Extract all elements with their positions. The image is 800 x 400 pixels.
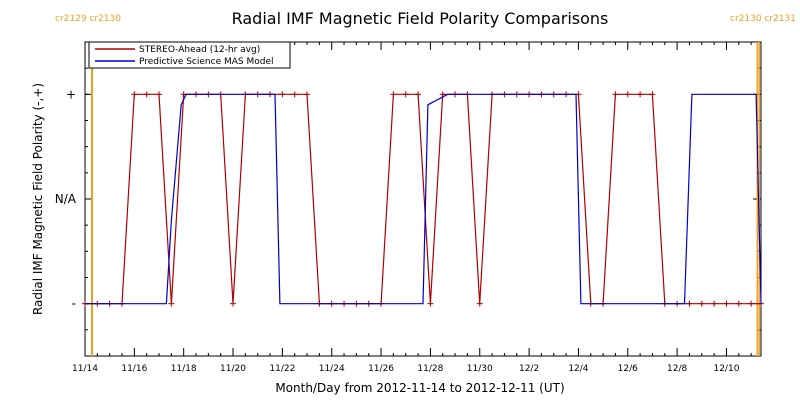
data-point-0-51 [711, 300, 718, 307]
data-point-0-27 [415, 91, 422, 98]
x-axis: 11/14 11/16 11/18 11/20 11/22 11/24 11/26 11/28… [72, 42, 752, 374]
series-line-1 [85, 93, 762, 305]
data-point-0-12 [230, 300, 237, 307]
data-point-0-5 [143, 91, 150, 98]
data-point-0-44 [624, 91, 631, 98]
chart-title: Radial IMF Magnetic Field Polarity Compa… [232, 9, 609, 28]
data-point-0-6 [156, 91, 163, 98]
x-tick-label-9: 12/2 [519, 364, 539, 374]
y-tick-label-0: + [66, 87, 76, 101]
data-point-0-7 [168, 300, 175, 307]
data-point-0-18 [304, 91, 311, 98]
carrington-label-1: cr2130 cr2131 [730, 14, 796, 24]
legend-label-model: Predictive Science MAS Model [139, 57, 274, 67]
data-point-0-50 [698, 300, 705, 307]
data-point-0-28 [427, 300, 434, 307]
y-tick-label-2: - [72, 297, 76, 311]
legend-box [88, 41, 291, 69]
data-point-0-46 [649, 91, 656, 98]
x-tick-label-4: 11/22 [269, 364, 295, 374]
data-point-0-26 [402, 91, 409, 98]
legend-label-stereo: STEREO-Ahead (12-hr avg) [139, 45, 260, 55]
carrington-label-0: cr2129 cr2130 [55, 14, 121, 24]
x-tick-label-8: 11/30 [467, 364, 493, 374]
data-point-0-49 [686, 300, 693, 307]
data-point-0-43 [612, 91, 619, 98]
data-point-0-17 [291, 91, 298, 98]
data-point-0-4 [131, 91, 138, 98]
x-tick-label-13: 12/10 [713, 364, 739, 374]
x-tick-label-5: 11/24 [319, 364, 345, 374]
data-point-0-25 [390, 91, 397, 98]
x-tick-label-2: 11/18 [171, 364, 197, 374]
x-tick-label-0: 11/14 [72, 364, 98, 374]
y-axis-title: Radial IMF Magnetic Field Polarity (-,+) [31, 83, 45, 315]
data-point-0-53 [735, 300, 742, 307]
series-line-0 [85, 93, 761, 305]
legend: STEREO-Ahead (12-hr avg) Predictive Scie… [88, 41, 291, 69]
x-axis-title: Month/Day from 2012-11-14 to 2012-12-11 … [275, 381, 564, 395]
x-tick-label-6: 11/26 [368, 364, 394, 374]
x-tick-label-7: 11/28 [417, 364, 443, 374]
x-tick-label-12: 12/8 [667, 364, 687, 374]
x-tick-label-10: 12/4 [568, 364, 588, 374]
y-tick-label-1: N/A [55, 192, 77, 206]
x-tick-label-1: 11/16 [121, 364, 147, 374]
plot-area [84, 41, 762, 357]
data-point-0-52 [723, 300, 730, 307]
x-tick-label-11: 12/6 [618, 364, 638, 374]
data-point-0-45 [637, 91, 644, 98]
y-axis: + N/A - [55, 41, 761, 357]
data-point-0-16 [279, 91, 286, 98]
data-point-0-32 [476, 300, 483, 307]
plot-border [84, 41, 762, 357]
x-tick-label-3: 11/20 [220, 364, 246, 374]
series-layer [82, 91, 764, 307]
data-point-0-54 [748, 300, 755, 307]
